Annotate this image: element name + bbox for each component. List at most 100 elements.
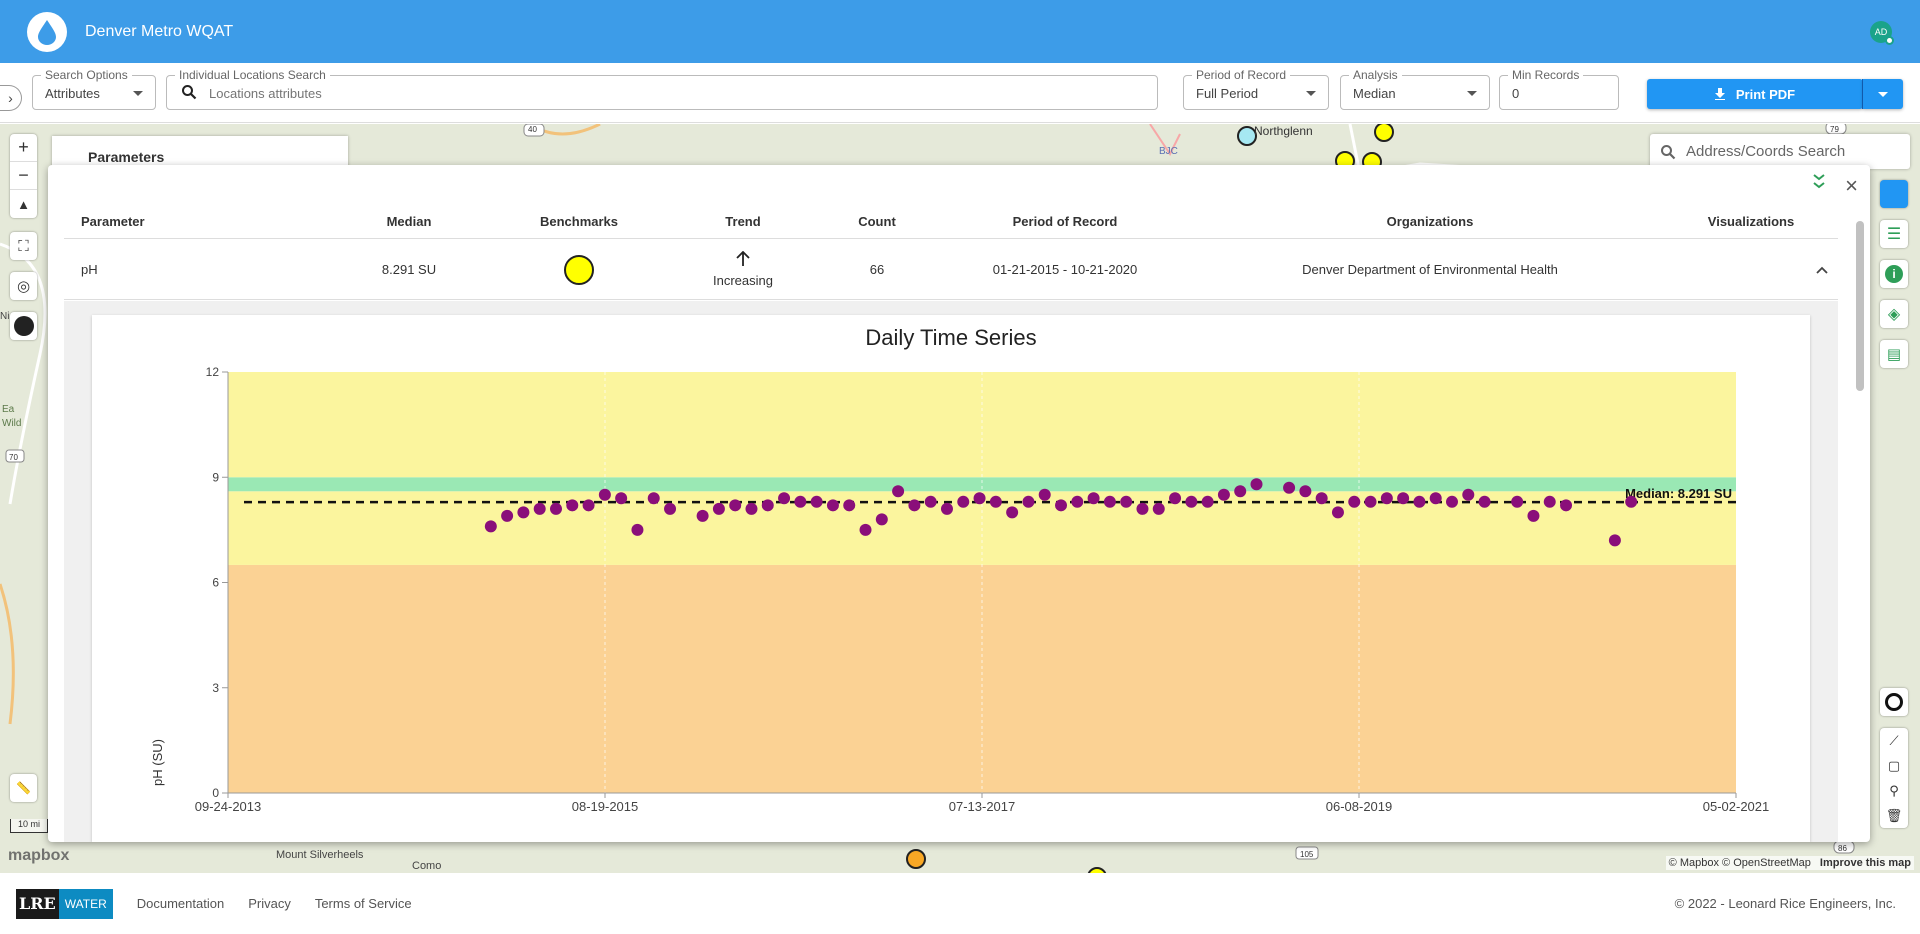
panel-toggle-button[interactable] [1880,180,1908,208]
privacy-link[interactable]: Privacy [248,896,291,911]
geolocate-button[interactable]: ◎ [10,272,37,300]
x-tick-label: 06-08-2019 [1326,799,1393,814]
table-row[interactable]: pH 8.291 SU Increasing 66 01-21-2015 - 1… [64,240,1838,300]
point-tool-icon[interactable]: ⚲ [1889,783,1899,798]
info-button[interactable]: i [1880,260,1908,288]
data-point [1625,495,1638,508]
map-place-label: Mount Silverheels [276,849,364,861]
data-point [1201,495,1214,508]
polygon-tool-icon[interactable]: ▢ [1887,758,1901,773]
avatar-initials: AD [1874,27,1888,37]
basemap-toggle-button[interactable] [10,312,37,340]
attribution-mapbox-link[interactable]: © Mapbox [1668,857,1719,869]
header-trend[interactable]: Trend [725,214,761,229]
caret-down-icon [1878,91,1888,97]
line-tool-icon[interactable]: ⟋ [1889,733,1899,748]
min-records-value[interactable]: 0 [1512,86,1520,101]
drawer-toggle-button[interactable]: › [0,85,22,111]
logo-lre-text: LRE [16,888,59,919]
analysis-select[interactable]: Analysis Median [1340,68,1490,110]
data-point [1283,481,1296,494]
data-point [1136,502,1149,515]
print-options-dropdown-button[interactable] [1863,79,1903,109]
data-point [973,492,986,505]
data-point [810,495,823,508]
map-place-label: Northglenn [1254,124,1313,138]
benchmark-band [228,477,1736,492]
data-point [1315,492,1328,505]
print-pdf-button[interactable]: Print PDF [1647,79,1863,109]
chart-title: Daily Time Series [865,325,1036,350]
close-panel-button[interactable]: × [1845,173,1858,199]
address-search-placeholder: Address/Coords Search [1686,143,1846,160]
zoom-controls: + − ▲ [10,134,37,218]
data-point [1071,495,1084,508]
header-period-of-record[interactable]: Period of Record [1012,214,1118,229]
data-point [843,499,856,512]
logo-water-text: WATER [58,888,113,919]
water-drop-logo-icon [27,11,67,52]
locations-search-input[interactable] [209,84,1109,102]
documentation-link[interactable]: Documentation [136,896,225,911]
search-options-label: Search Options [41,68,132,82]
search-options-select[interactable]: Search Options Attributes [32,68,156,110]
circle-icon [1885,693,1903,711]
daily-time-series-chart[interactable]: Daily Time Series 0 3 6 9 12 09-24-2013 08-19-… [92,315,1810,842]
data-point [664,502,677,515]
data-point [1511,495,1524,508]
zoom-in-button[interactable]: + [10,134,37,162]
data-point [1250,478,1263,491]
address-search-field[interactable]: Address/Coords Search [1650,134,1910,169]
user-avatar[interactable]: AD [1870,21,1894,45]
data-point [859,523,872,536]
layers-button[interactable]: ◈ [1880,300,1908,328]
data-point [1152,502,1165,515]
header-median[interactable]: Median [386,214,432,229]
benchmark-indicator [564,240,594,299]
comments-button[interactable]: ▤ [1880,340,1908,368]
data-point [1022,495,1035,508]
data-point [501,509,514,522]
period-of-record-select[interactable]: Period of Record Full Period [1183,68,1329,110]
close-icon: × [1845,173,1858,198]
data-point [533,502,546,515]
collapse-panel-button[interactable] [1812,173,1826,194]
data-point [1429,492,1442,505]
compass-reset-button[interactable]: ▲ [17,196,30,212]
map-scale-bar: 10 mi [10,819,48,833]
header-organizations[interactable]: Organizations [1386,214,1474,229]
header-parameter[interactable]: Parameter [81,214,145,229]
trend-label: Increasing [713,273,773,288]
terms-of-service-link[interactable]: Terms of Service [314,896,412,911]
trash-icon[interactable]: 🗑 [1885,808,1903,823]
fullscreen-icon: ⛶ [18,237,29,255]
draw-circle-button[interactable] [1880,688,1908,716]
fullscreen-button[interactable]: ⛶ [10,232,37,260]
data-point [940,502,953,515]
data-point [647,492,660,505]
data-point [761,499,774,512]
analysis-value: Median [1353,86,1396,101]
measure-button[interactable]: 📏 [10,774,37,802]
header-count[interactable]: Count [858,214,896,229]
data-point [1006,506,1019,519]
panel-scrollbar[interactable] [1856,221,1864,391]
list-button[interactable]: ☰ [1880,220,1908,248]
print-pdf-label: Print PDF [1735,86,1796,102]
map-place-label: Como [412,860,441,872]
lre-water-logo[interactable]: LRE WATER [16,888,113,919]
improve-map-link[interactable]: Improve this map [1819,857,1911,869]
locations-search-field[interactable]: Individual Locations Search [166,68,1158,110]
min-records-field[interactable]: Min Records 0 [1499,68,1619,110]
header-benchmarks[interactable]: Benchmarks [539,214,619,229]
collapse-row-button[interactable] [1816,240,1828,299]
search-options-value: Attributes [45,86,100,101]
footer: LRE WATER Documentation Privacy Terms of… [0,873,1920,934]
attribution-osm-link[interactable]: © OpenStreetMap [1722,857,1811,869]
mapbox-logo: mapbox [8,847,70,864]
zoom-out-button[interactable]: − [10,162,37,190]
highway-shield-icon: 105 [1295,846,1319,860]
data-point [1364,495,1377,508]
highway-shield-icon: 70 [5,449,25,463]
y-tick-label: 12 [206,365,220,379]
